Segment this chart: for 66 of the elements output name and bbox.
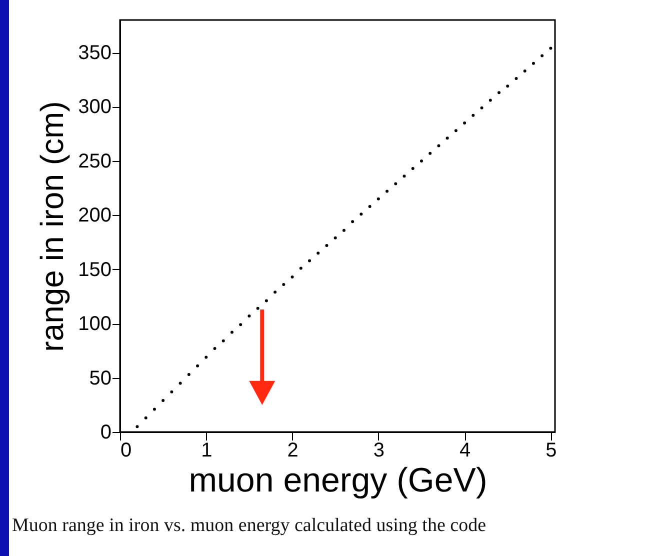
point [299,266,302,270]
point [342,228,346,232]
x-tick-label: 3 [373,440,384,462]
y-tick-label: 50 [89,367,112,390]
text: Muon range in iron vs. muon energy calculated using the code [12,515,486,537]
point [506,84,510,88]
point [437,144,440,148]
point [402,174,406,178]
x-tick-label: 5 [546,440,557,462]
point [239,323,242,326]
point [230,330,234,334]
point [351,220,354,224]
point [144,416,148,420]
point [178,382,182,385]
point [316,252,320,255]
x-tick-label: 2 [287,440,298,462]
x-tick-label: 1 [201,440,212,462]
point [523,69,526,72]
point [454,129,458,132]
point [368,204,372,208]
point [540,54,544,58]
y-tick-label: 150 [78,258,112,281]
point [274,290,277,294]
point [290,275,294,278]
y-axis-title: range in iron (cm) [34,101,70,352]
point [152,408,156,411]
point [187,373,190,376]
point [256,306,260,310]
point [162,399,165,402]
point [170,390,174,394]
point [334,236,337,240]
point [472,114,475,117]
point [394,182,398,186]
point [282,283,286,286]
point [549,46,552,50]
point [386,190,389,193]
point [196,364,200,368]
y-tick-label: 350 [78,42,112,64]
point [325,244,328,248]
point [213,347,216,350]
point [204,356,208,359]
point [428,152,432,155]
point [498,91,501,94]
point [264,299,268,302]
point [480,106,484,110]
point [411,167,414,170]
y-tick-label: 250 [78,150,112,172]
point [488,98,492,102]
point [136,425,139,428]
point [376,197,380,200]
point [532,62,535,65]
y-tick-label: 100 [78,313,112,336]
x-axis-title: muon energy (GeV) [188,462,488,500]
point [308,259,312,262]
point [463,122,466,124]
point [514,77,518,80]
point [446,136,449,140]
point [222,339,225,342]
y-tick-label: 0 [100,422,112,444]
point [248,314,251,318]
x-tick-label: 0 [120,440,132,462]
point [360,212,363,216]
point [420,159,423,162]
x-tick-label: 4 [459,440,471,462]
y-tick-label: 200 [78,204,112,227]
y-tick-label: 300 [78,96,112,118]
